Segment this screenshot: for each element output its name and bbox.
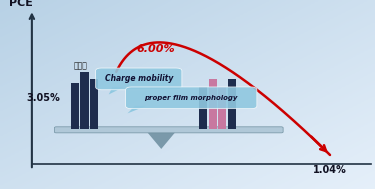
- Text: Charge mobility: Charge mobility: [105, 74, 173, 83]
- FancyBboxPatch shape: [96, 68, 182, 90]
- Text: PCE: PCE: [9, 0, 33, 8]
- Bar: [90, 79, 98, 129]
- Text: 1.04%: 1.04%: [313, 165, 347, 175]
- FancyBboxPatch shape: [54, 127, 283, 133]
- Text: 3.05%: 3.05%: [26, 93, 60, 103]
- Text: 6.00%: 6.00%: [136, 44, 175, 54]
- Bar: [228, 79, 236, 129]
- Bar: [199, 87, 207, 129]
- Text: proper film morphology: proper film morphology: [144, 95, 238, 101]
- Bar: [209, 79, 217, 129]
- Bar: [218, 87, 226, 129]
- Bar: [80, 72, 88, 129]
- FancyBboxPatch shape: [126, 87, 257, 109]
- Polygon shape: [109, 87, 124, 94]
- Polygon shape: [147, 132, 176, 149]
- Bar: [70, 83, 79, 129]
- Polygon shape: [128, 106, 146, 113]
- Text: 옫옫옫: 옫옫옫: [74, 61, 87, 70]
